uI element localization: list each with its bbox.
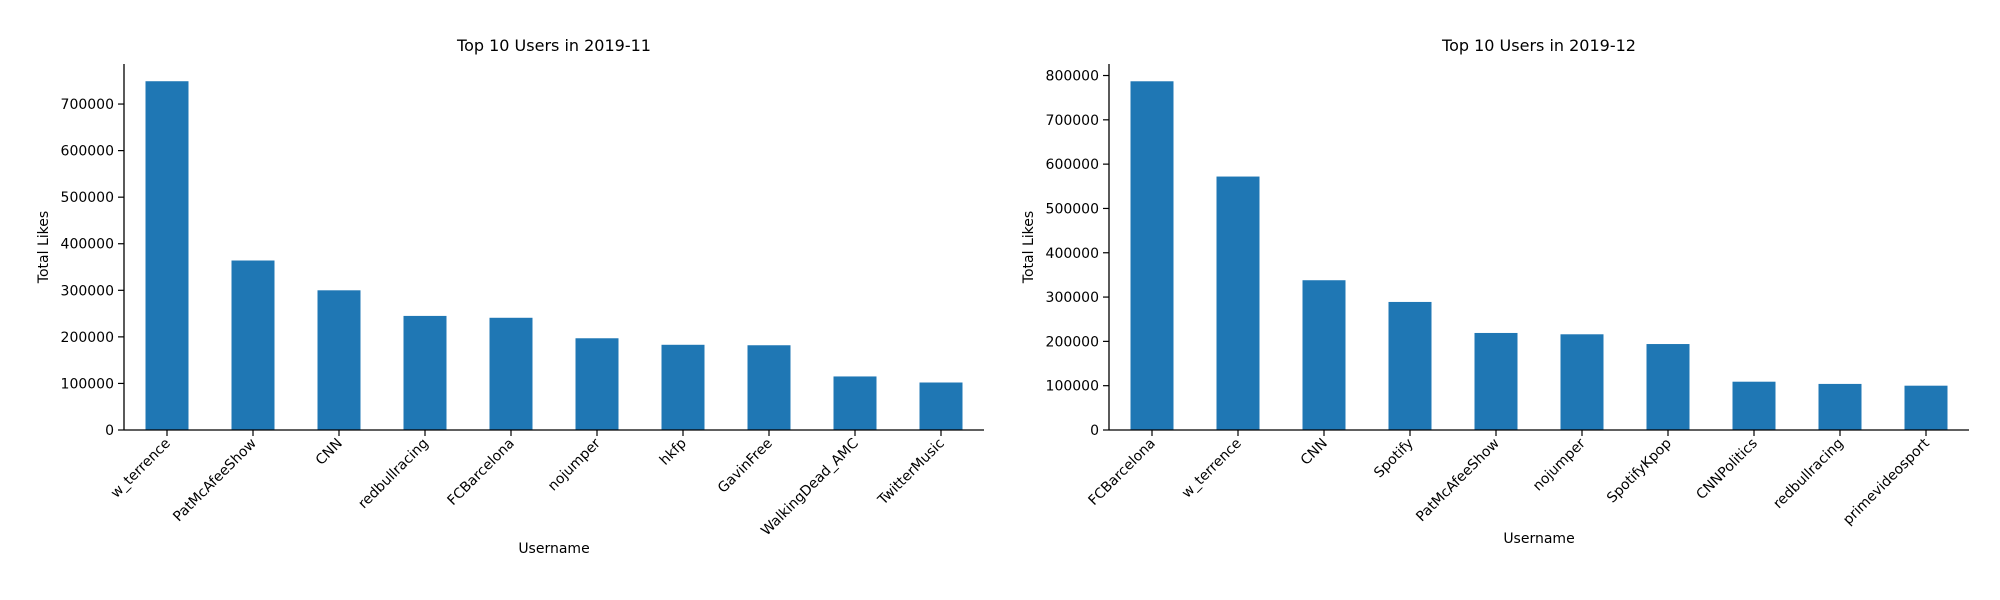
y-tick-label: 500000 xyxy=(61,190,114,206)
x-tick-label: CNN xyxy=(1298,436,1331,469)
x-tick-label: FCBarcelona xyxy=(445,436,518,509)
y-tick-label: 700000 xyxy=(1046,113,1099,129)
bar xyxy=(403,315,447,430)
x-tick-label: TwitterMusic xyxy=(874,436,947,509)
x-tick-label: SpotifyKpop xyxy=(1604,435,1675,506)
x-tick-label: w_terrence xyxy=(108,436,174,502)
x-tick-label: WalkingDead_AMC xyxy=(758,435,862,539)
bar xyxy=(661,344,705,430)
bar xyxy=(833,376,877,430)
y-axis-label: Total Likes xyxy=(36,211,52,284)
x-tick-label: hkfp xyxy=(657,435,690,468)
x-tick-label: FCBarcelona xyxy=(1086,436,1159,509)
y-tick-label: 300000 xyxy=(61,283,114,299)
bar xyxy=(747,345,791,430)
y-tick-label: 400000 xyxy=(61,237,114,253)
y-ticks-group: 0 100000 200000 300000 400000 500000 600000 700… xyxy=(1046,69,1109,439)
y-tick-label: 700000 xyxy=(61,97,114,113)
bar xyxy=(1474,332,1518,430)
bar xyxy=(1388,301,1432,430)
x-tick-label: primevideosport xyxy=(1840,435,1933,528)
y-tick-label: 0 xyxy=(1090,423,1099,439)
y-tick-label: 800000 xyxy=(1046,69,1099,85)
bar xyxy=(575,338,619,430)
x-tick-label: CNN xyxy=(313,436,346,469)
y-tick-label: 500000 xyxy=(1046,201,1099,217)
x-tick-label: Spotify xyxy=(1371,436,1417,482)
x-tick-label: GavinFree xyxy=(715,436,776,497)
y-tick-label: 0 xyxy=(105,423,114,439)
x-tick-label: w_terrence xyxy=(1179,436,1245,502)
bar xyxy=(1732,381,1776,430)
x-tick-label: redbullracing xyxy=(355,436,431,512)
y-tick-label: 200000 xyxy=(1046,334,1099,350)
x-axis-label: Username xyxy=(518,541,589,557)
x-tick-label: redbullracing xyxy=(1770,436,1846,512)
x-tick-label: CNNPolitics xyxy=(1693,436,1760,503)
bar xyxy=(1818,383,1862,430)
bar xyxy=(1130,81,1174,430)
y-ticks-group: 0 100000 200000 300000 400000 500000 600000 700… xyxy=(61,97,124,439)
bar xyxy=(489,317,533,430)
bar xyxy=(919,382,963,430)
bar xyxy=(145,81,189,430)
x-ticks-group: FCBarcelona w_terrence CNN SpotifyPatMcAfee… xyxy=(1086,430,1933,528)
x-tick-label: nojumper xyxy=(1530,435,1589,494)
y-tick-label: 200000 xyxy=(61,330,114,346)
bar xyxy=(231,260,275,430)
bar xyxy=(1216,176,1260,430)
bars-group xyxy=(145,81,963,430)
x-tick-label: PatMcAfeeShow xyxy=(1413,436,1503,526)
chart-panel-2: Top 10 Users in 2019-12 Username Total L… xyxy=(1021,36,1969,547)
chart-title: Top 10 Users in 2019-11 xyxy=(456,36,651,55)
x-tick-label: PatMcAfeeShow xyxy=(170,436,260,526)
bar xyxy=(1904,385,1948,430)
bar xyxy=(1302,280,1346,430)
y-tick-label: 100000 xyxy=(61,376,114,392)
bar xyxy=(1646,344,1690,430)
x-tick-label: nojumper xyxy=(545,435,604,494)
chart-panel-1: Top 10 Users in 2019-11 Username Total L… xyxy=(36,36,984,557)
y-tick-label: 300000 xyxy=(1046,290,1099,306)
x-axis-label: Username xyxy=(1503,531,1574,547)
y-tick-label: 100000 xyxy=(1046,379,1099,395)
y-tick-label: 400000 xyxy=(1046,246,1099,262)
chart-title: Top 10 Users in 2019-12 xyxy=(1441,36,1636,55)
y-tick-label: 600000 xyxy=(61,144,114,160)
bars-group xyxy=(1130,81,1948,430)
bar xyxy=(1560,334,1604,430)
bar xyxy=(317,290,361,430)
y-tick-label: 600000 xyxy=(1046,157,1099,173)
y-axis-label: Total Likes xyxy=(1021,211,1037,284)
